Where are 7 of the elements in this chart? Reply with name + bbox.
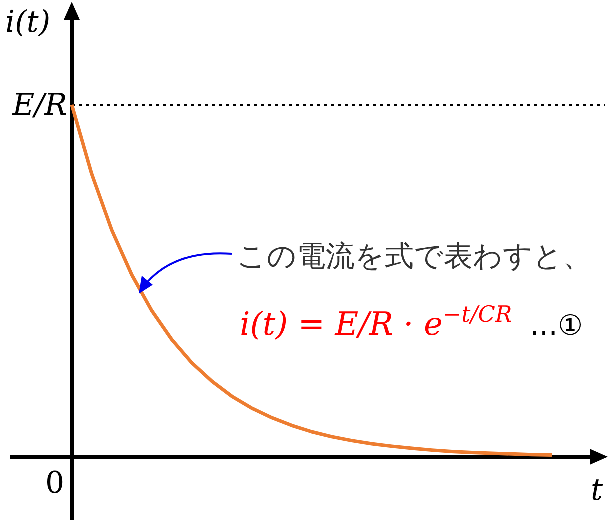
- annotation: この電流を式で表わすと、: [237, 239, 592, 273]
- ref-line-label: E/R: [12, 88, 68, 123]
- x-axis-title: t: [590, 473, 604, 508]
- y-axis-title: i(t): [5, 5, 51, 40]
- annotation: i(t) = E/R · e$^{−t/CR}$: [240, 302, 512, 343]
- annotation: …①: [530, 309, 584, 342]
- text: 0: [45, 466, 65, 501]
